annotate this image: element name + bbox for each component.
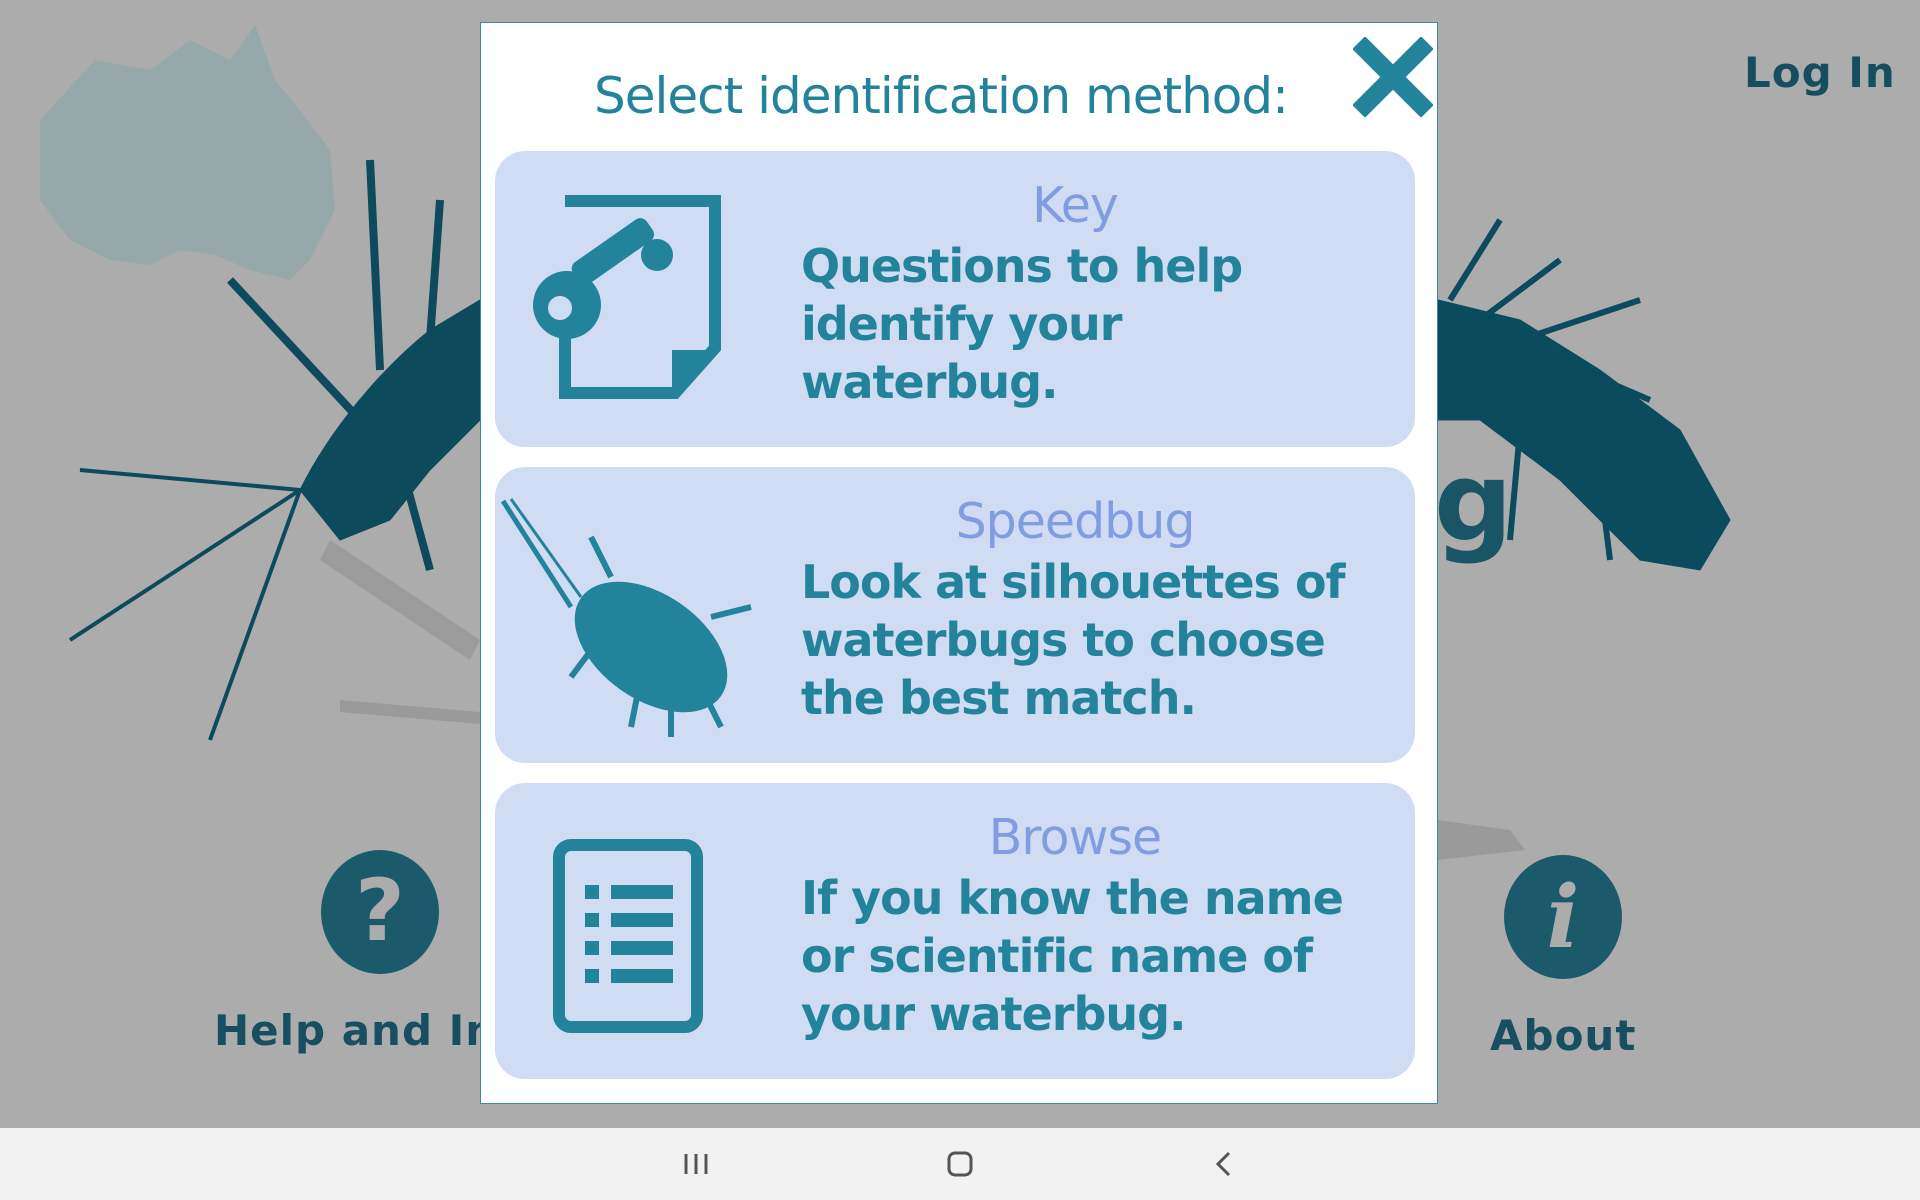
key-document-icon xyxy=(533,195,721,399)
browse-option-title: Browse xyxy=(988,809,1162,866)
back-button[interactable] xyxy=(1204,1146,1244,1182)
dialog-title: Select identification method: xyxy=(594,67,1289,125)
browse-option-description: If you know the name or scientific name … xyxy=(801,871,1344,1041)
recent-apps-icon xyxy=(684,1154,708,1174)
recent-apps-button[interactable] xyxy=(676,1146,716,1182)
left-insect-body xyxy=(299,299,481,541)
australia-map-shape xyxy=(40,25,335,280)
identification-method-dialog: Select identification method: Key Questi… xyxy=(480,22,1438,1104)
speedbug-option-description: Look at silhouettes of waterbugs to choo… xyxy=(801,555,1346,725)
home-icon xyxy=(947,1151,973,1177)
close-x-icon xyxy=(1352,36,1434,118)
browse-option-button[interactable]: Browse If you know the name or scientifi… xyxy=(495,783,1415,1079)
speedbug-option-title: Speedbug xyxy=(955,493,1196,550)
info-icon: i xyxy=(1504,855,1623,979)
right-insect-body xyxy=(1437,299,1731,571)
key-option-button[interactable]: Key Questions to help identify your wate… xyxy=(495,151,1415,447)
about-label: About xyxy=(1490,1011,1637,1060)
svg-text:g: g xyxy=(1434,438,1513,566)
home-button[interactable] xyxy=(940,1146,980,1182)
login-button[interactable]: Log In xyxy=(1744,48,1896,97)
system-navigation-bar xyxy=(0,1128,1920,1200)
back-chevron-icon xyxy=(1215,1151,1231,1177)
svg-text:?: ? xyxy=(355,861,405,961)
about-button[interactable]: i About xyxy=(1490,855,1636,1060)
svg-text:i: i xyxy=(1547,867,1580,968)
key-option-description: Questions to help identify your waterbug… xyxy=(801,239,1243,409)
list-document-icon xyxy=(553,839,703,1033)
waterbug-silhouette-icon xyxy=(501,498,752,737)
question-mark-icon: ? xyxy=(320,850,439,974)
close-button[interactable] xyxy=(1352,36,1434,118)
speedbug-option-button[interactable]: Speedbug Look at silhouettes of waterbug… xyxy=(495,467,1415,763)
key-option-title: Key xyxy=(1032,177,1119,234)
waterbug-artwork: g xyxy=(40,25,1731,860)
